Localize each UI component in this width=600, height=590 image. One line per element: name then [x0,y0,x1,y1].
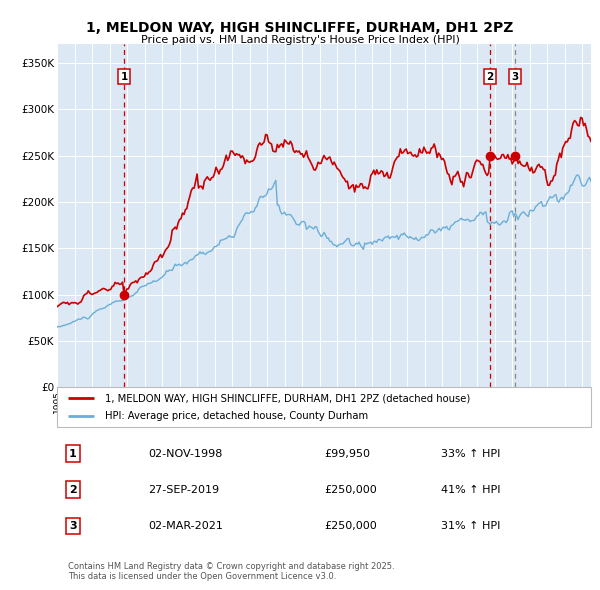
Text: 1: 1 [121,72,128,82]
Text: 33% ↑ HPI: 33% ↑ HPI [442,448,501,458]
Text: 27-SEP-2019: 27-SEP-2019 [148,485,219,495]
Text: 2: 2 [69,485,77,495]
Text: 02-MAR-2021: 02-MAR-2021 [148,521,223,531]
Text: 31% ↑ HPI: 31% ↑ HPI [442,521,501,531]
Text: 2: 2 [487,72,494,82]
Text: 3: 3 [69,521,77,531]
Text: £250,000: £250,000 [324,485,377,495]
Text: Contains HM Land Registry data © Crown copyright and database right 2025.
This d: Contains HM Land Registry data © Crown c… [68,562,394,582]
Text: £250,000: £250,000 [324,521,377,531]
Text: £99,950: £99,950 [324,448,370,458]
Text: 02-NOV-1998: 02-NOV-1998 [148,448,222,458]
Text: Price paid vs. HM Land Registry's House Price Index (HPI): Price paid vs. HM Land Registry's House … [140,35,460,45]
Text: 1, MELDON WAY, HIGH SHINCLIFFE, DURHAM, DH1 2PZ: 1, MELDON WAY, HIGH SHINCLIFFE, DURHAM, … [86,21,514,35]
Text: 1: 1 [69,448,77,458]
Text: 1, MELDON WAY, HIGH SHINCLIFFE, DURHAM, DH1 2PZ (detached house): 1, MELDON WAY, HIGH SHINCLIFFE, DURHAM, … [105,393,470,403]
FancyBboxPatch shape [57,388,591,427]
Text: 41% ↑ HPI: 41% ↑ HPI [442,485,501,495]
Text: 3: 3 [512,72,519,82]
Text: HPI: Average price, detached house, County Durham: HPI: Average price, detached house, Coun… [105,411,368,421]
